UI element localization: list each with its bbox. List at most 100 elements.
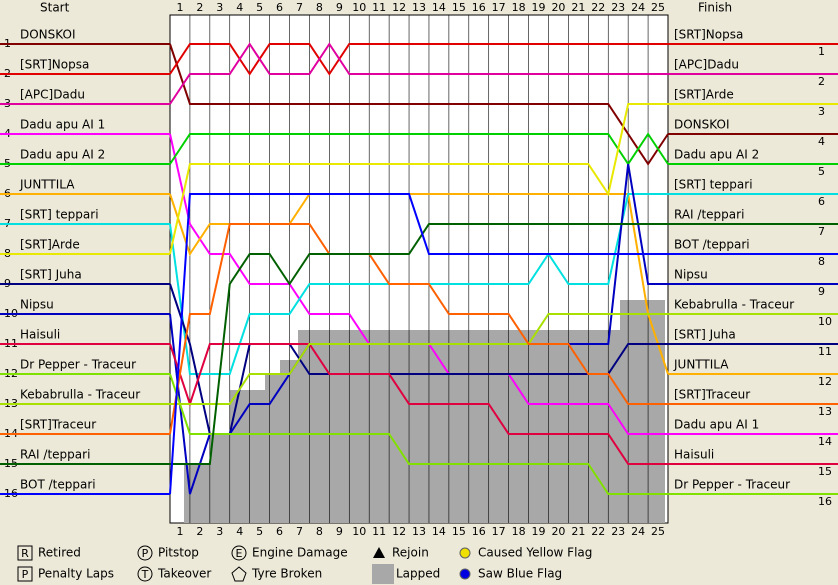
lap-label: 22 — [591, 1, 605, 14]
lap-label: 24 — [631, 1, 645, 14]
driver-line — [169, 43, 669, 166]
legend-icon — [459, 568, 471, 580]
driver-line — [169, 193, 668, 495]
legend-label: Caused Yellow Flag — [478, 546, 592, 560]
start-name: JUNTTILA — [19, 178, 75, 192]
finish-name: [SRT]Arde — [674, 88, 734, 102]
lap-label: 15 — [452, 1, 466, 14]
position-label: 12 — [818, 375, 832, 388]
lap-label: 9 — [336, 525, 343, 538]
finish-name: [SRT] Juha — [674, 328, 736, 342]
driver-line — [169, 43, 668, 76]
start-name: [SRT]Nopsa — [20, 58, 89, 72]
position-label: 6 — [818, 195, 825, 208]
legend-symbol: E — [236, 547, 243, 560]
lap-label: 5 — [256, 525, 263, 538]
lap-label: 1 — [176, 525, 183, 538]
lapped-area — [184, 300, 665, 523]
position-label: 3 — [818, 105, 825, 118]
start-name: Nipsu — [20, 298, 54, 312]
legend-symbol: R — [21, 547, 29, 560]
lap-label: 22 — [591, 525, 605, 538]
finish-name: [SRT]Traceur — [674, 388, 750, 402]
position-label: 16 — [818, 495, 832, 508]
driver-line — [169, 42, 668, 105]
lap-label: 10 — [352, 525, 366, 538]
position-label: 9 — [818, 285, 825, 298]
lap-label: 21 — [571, 1, 585, 14]
start-name: Haisuli — [20, 328, 60, 342]
lap-label: 19 — [532, 525, 546, 538]
legend-icon — [17, 566, 33, 582]
position-label: 4 — [818, 135, 825, 148]
finish-name: BOT /teppari — [674, 238, 750, 252]
legend-label: Retired — [38, 546, 81, 560]
lap-label: 2 — [196, 1, 203, 14]
start-name: [APC]Dadu — [20, 88, 85, 102]
start-name: RAI /teppari — [20, 448, 90, 462]
position-label: 2 — [818, 75, 825, 88]
lap-label: 17 — [492, 1, 506, 14]
lap-label: 9 — [336, 1, 343, 14]
start-header: Start — [40, 1, 70, 15]
legend-label: Lapped — [396, 567, 440, 581]
legend-icon — [231, 545, 247, 561]
finish-name: RAI /teppari — [674, 208, 744, 222]
position-label: 8 — [818, 255, 825, 268]
start-name: Dr Pepper - Traceur — [20, 358, 136, 372]
legend-label: Pitstop — [158, 546, 199, 560]
position-label: 10 — [818, 315, 832, 328]
driver-line — [169, 103, 668, 255]
lap-label: 12 — [392, 1, 406, 14]
position-label: 13 — [818, 405, 832, 418]
lap-label: 7 — [296, 525, 303, 538]
legend-label: Takeover — [157, 567, 211, 581]
legend-label: Saw Blue Flag — [478, 567, 562, 581]
lap-label: 21 — [571, 525, 585, 538]
lap-label: 8 — [316, 1, 323, 14]
position-label: 15 — [818, 465, 832, 478]
start-name: [SRT] teppari — [20, 208, 99, 222]
position-label: 1 — [818, 45, 825, 58]
legend-icon — [137, 545, 153, 561]
lap-label: 23 — [611, 1, 625, 14]
lap-label: 6 — [276, 1, 283, 14]
lap-label: 11 — [372, 1, 386, 14]
lap-label: 5 — [256, 1, 263, 14]
lap-label: 20 — [551, 1, 565, 14]
driver-line — [169, 132, 669, 166]
lap-label: 18 — [512, 525, 526, 538]
lap-label: 4 — [236, 1, 243, 14]
lap-label: 16 — [472, 1, 486, 14]
legend-icon — [137, 566, 153, 582]
start-name: BOT /teppari — [20, 478, 96, 492]
lap-label: 25 — [651, 525, 665, 538]
lap-label: 7 — [296, 1, 303, 14]
finish-name: [APC]Dadu — [674, 58, 739, 72]
lap-label: 3 — [216, 1, 223, 14]
finish-name: [SRT] teppari — [674, 178, 753, 192]
start-name: Kebabrulla - Traceur — [20, 388, 140, 402]
legend-label: Rejoin — [392, 546, 429, 560]
lap-label: 25 — [651, 1, 665, 14]
driver-line — [170, 313, 668, 405]
lap-label: 12 — [392, 525, 406, 538]
finish-name: Dr Pepper - Traceur — [674, 478, 790, 492]
driver-line — [169, 373, 668, 495]
position-label: 11 — [818, 345, 832, 358]
lap-label: 13 — [412, 1, 426, 14]
lap-label: 15 — [452, 525, 466, 538]
legend-label: Penalty Laps — [38, 567, 114, 581]
legend: R Retired P Penalty Laps P Pitstop T Takeover E E… — [17, 545, 592, 584]
lap-label: 19 — [532, 1, 546, 14]
lap-label: 4 — [236, 525, 243, 538]
driver-line — [169, 223, 668, 435]
legend-symbol: P — [142, 547, 149, 560]
lap-label: 20 — [551, 525, 565, 538]
lap-label: 1 — [176, 1, 183, 14]
legend-icon — [372, 564, 394, 584]
legend-label: Tyre Broken — [251, 567, 322, 581]
finish-name: DONSKOI — [674, 118, 729, 132]
finish-name: Dadu apu AI 2 — [674, 148, 759, 162]
